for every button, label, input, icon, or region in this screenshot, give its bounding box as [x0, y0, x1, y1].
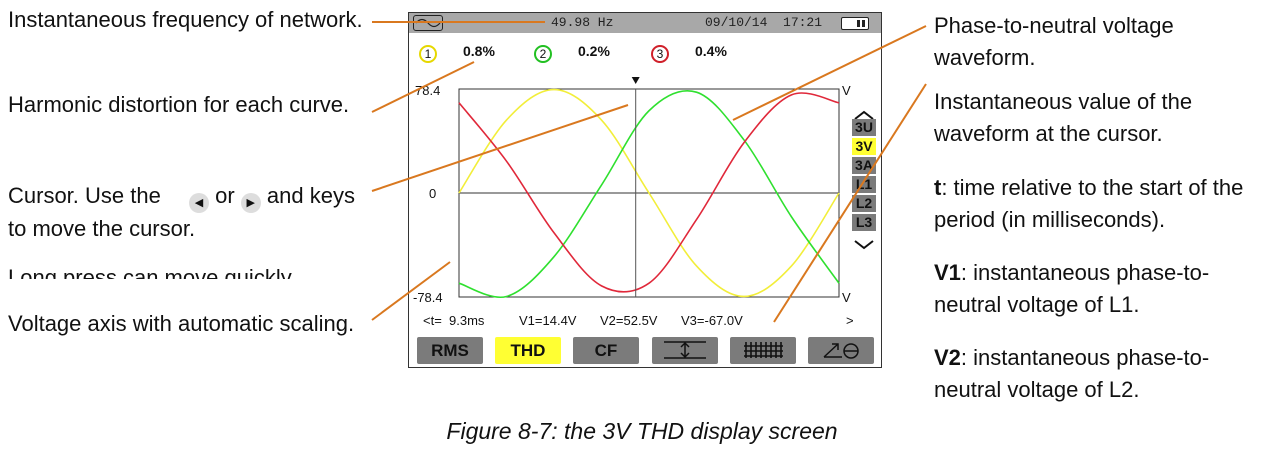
rms-button[interactable]: RMS: [417, 337, 483, 364]
status-bar: 49.98 Hz 09/10/14 17:21: [409, 13, 881, 33]
annotation-inst-value-text: Instantaneous value of the waveform at t…: [934, 89, 1193, 146]
unit-bottom: V: [842, 290, 851, 305]
thd-value-2: 0.2%: [578, 43, 610, 59]
annotation-long-press-text: Long press can move quickly: [8, 265, 292, 279]
v3-readout: V3=-67.0V: [681, 313, 743, 328]
leader-voltage-axis: [371, 261, 451, 321]
annotation-t-desc: : time relative to the start of the peri…: [934, 175, 1244, 232]
leader-waveform: [732, 25, 927, 121]
side-tab-3v[interactable]: 3V: [852, 138, 876, 155]
side-tab-3a[interactable]: 3A: [852, 157, 876, 174]
v1-readout: V1=14.4V: [519, 313, 577, 328]
waveform-series-2: [458, 90, 840, 299]
annotation-thd: Harmonic distortion for each curve.: [8, 89, 368, 121]
cursor-time-readout: <t= 9.3ms: [423, 313, 485, 328]
waveform-plot: [458, 77, 840, 299]
channel-3-icon: 3: [651, 45, 669, 63]
device-screen: 49.98 Hz 09/10/14 17:21 1 0.8% 2 0.2% 3 0.4% …: [408, 12, 882, 368]
annotation-v1-key: V1: [934, 260, 961, 285]
cf-button[interactable]: CF: [573, 337, 639, 364]
unit-top: V: [842, 83, 851, 98]
waveform-series-1: [458, 88, 840, 298]
vertical-zoom-icon: [664, 341, 706, 359]
leader-thd: [371, 61, 475, 113]
annotation-v2-desc: : instantaneous phase-to-neutral voltage…: [934, 345, 1210, 402]
side-tab-l2[interactable]: L2: [852, 195, 876, 212]
phasor-icon: [823, 343, 859, 359]
right-key-icon: ▶: [240, 193, 261, 213]
y-axis-zero: 0: [429, 186, 437, 201]
annotation-cursor-text-a: Cursor. Use the: [8, 183, 161, 208]
annotation-waveform: Phase-to-neutral voltage waveform.: [934, 10, 1274, 74]
side-tab-l3[interactable]: L3: [852, 214, 876, 231]
cursor-marker-icon[interactable]: [631, 77, 640, 84]
side-scroll-down-icon[interactable]: [853, 237, 875, 250]
annotation-thd-text: Harmonic distortion for each curve.: [8, 92, 350, 117]
annotation-cursor-or: or: [215, 183, 235, 208]
y-axis-min: -78.4: [413, 290, 443, 305]
annotation-t-key: t: [934, 175, 942, 200]
annotation-voltage-axis: Voltage axis with automatic scaling.: [8, 308, 368, 340]
waveform-series-3: [458, 92, 840, 293]
datetime-readout: 09/10/14 17:21: [705, 15, 823, 30]
leader-inst-value: [773, 83, 927, 323]
left-key-icon: ◀: [188, 193, 209, 213]
thd-value-1: 0.8%: [463, 43, 495, 59]
side-scroll-up-icon[interactable]: [853, 107, 875, 120]
annotation-cursor-text-b: and keys to move the cursor.: [8, 183, 355, 241]
annotation-frequency: Instantaneous frequency of network.: [8, 4, 368, 36]
table-icon: [744, 342, 783, 358]
annotation-v1: V1: instantaneous phase-to-neutral volta…: [934, 257, 1264, 321]
table-view-button[interactable]: [730, 337, 796, 364]
annotation-v2-key: V2: [934, 345, 961, 370]
figure-caption: Figure 8-7: the 3V THD display screen: [446, 418, 838, 444]
annotation-waveform-text: Phase-to-neutral voltage waveform.: [934, 13, 1174, 70]
thd-value-3: 0.4%: [695, 43, 727, 59]
frequency-readout: 49.98 Hz: [551, 15, 614, 30]
zoom-vertical-button[interactable]: [652, 337, 718, 364]
readout-next-arrow[interactable]: >: [846, 313, 854, 328]
leader-cursor: [371, 104, 629, 192]
annotation-cursor: Cursor. Use the ◀ or ▶ and keys to move …: [8, 180, 368, 245]
phasor-button[interactable]: [808, 337, 874, 364]
annotation-frequency-text: Instantaneous frequency of network.: [8, 7, 363, 32]
annotation-inst-value: Instantaneous value of the waveform at t…: [934, 86, 1274, 150]
channel-2-icon: 2: [534, 45, 552, 63]
channel-1-icon: 1: [419, 45, 437, 63]
side-tab-3u[interactable]: 3U: [852, 119, 876, 136]
v2-readout: V2=52.5V: [600, 313, 658, 328]
annotation-v1-desc: : instantaneous phase-to-neutral voltage…: [934, 260, 1210, 317]
annotation-v2: V2: instantaneous phase-to-neutral volta…: [934, 342, 1264, 406]
annotation-voltage-axis-text: Voltage axis with automatic scaling.: [8, 311, 355, 336]
thd-button[interactable]: THD: [495, 337, 561, 364]
annotation-t: t: time relative to the start of the per…: [934, 172, 1279, 236]
battery-icon: [841, 17, 869, 30]
annotation-long-press: Long press can move quickly: [8, 262, 368, 279]
